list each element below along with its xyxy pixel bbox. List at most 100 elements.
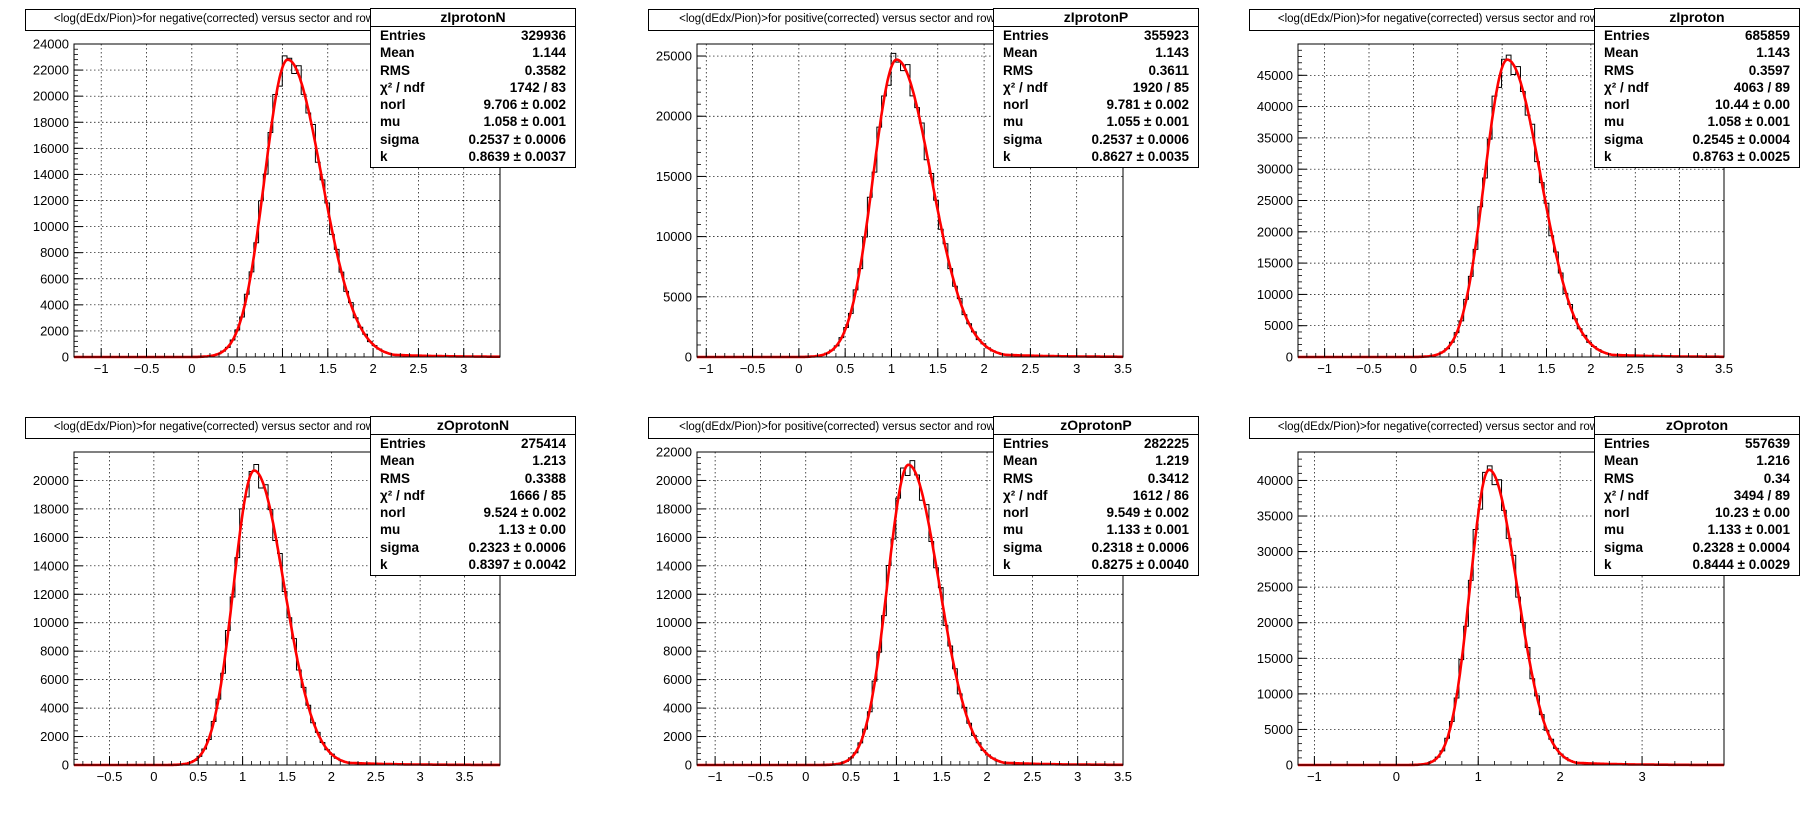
stats-value: 0.2318 ± 0.0006 — [1091, 539, 1190, 555]
stats-value: 1920 / 85 — [1132, 79, 1189, 95]
y-axis: 0 5000 10000 15000 20000 25000 30000 35000 40000… — [1257, 43, 1307, 365]
x-axis: −1 −0.5 0 0.5 1 1.5 2 2.5 3 3.5 — [696, 756, 1132, 784]
stats-value: 0.3388 — [524, 470, 566, 486]
x-tick-label: 3.5 — [1114, 361, 1132, 376]
x-tick-label: 3.5 — [1114, 769, 1132, 784]
x-tick-label: 3 — [1676, 361, 1683, 376]
stats-label: Mean — [1604, 45, 1639, 61]
y-tick-label: 20000 — [33, 473, 69, 488]
stats-row-norl: norl 10.44 ± 0.00 — [1595, 96, 1799, 113]
stats-row-rms: RMS 0.3597 — [1595, 62, 1799, 79]
stats-row-rms: RMS 0.3388 — [371, 470, 575, 487]
stats-row-entries: Entries 557639 — [1595, 435, 1799, 452]
x-axis: −1 −0.5 0 0.5 1 1.5 2 2.5 3 3.5 — [696, 348, 1132, 376]
stats-box: zIproton Entries 685859 Mean 1.143 RMS 0.3597 χ… — [1594, 8, 1800, 168]
x-tick-label: −0.5 — [740, 361, 766, 376]
stats-row-chi2_ndf: χ² / ndf 4063 / 89 — [1595, 79, 1799, 96]
stats-label: χ² / ndf — [1003, 487, 1048, 503]
stats-label: mu — [1003, 114, 1024, 130]
stats-row-k: k 0.8275 ± 0.0040 — [994, 556, 1198, 573]
y-tick-label: 2000 — [663, 729, 692, 744]
chart-zIprotonN: −1 −0.5 0 0.5 1 1.5 2 2.5 3 0 2000 4000 6000 8000 1000… — [8, 6, 576, 381]
x-tick-label: 2 — [1557, 769, 1564, 784]
chart-title: <log(dEdx/Pion)>for negative(corrected) … — [25, 417, 403, 439]
stats-row-entries: Entries 275414 — [371, 435, 575, 452]
stats-label: sigma — [1003, 539, 1043, 555]
histogram-name: zOprotonN — [371, 417, 575, 435]
x-tick-label: 3 — [1073, 361, 1080, 376]
stats-label: mu — [1604, 114, 1625, 130]
stats-value: 1.133 ± 0.001 — [1106, 522, 1189, 538]
x-tick-label: 0.5 — [1449, 361, 1467, 376]
stats-row-k: k 0.8763 ± 0.0025 — [1595, 148, 1799, 165]
stats-value: 9.549 ± 0.002 — [1106, 505, 1189, 521]
stats-row-sigma: sigma 0.2318 ± 0.0006 — [994, 539, 1198, 556]
stats-label: Entries — [380, 28, 426, 43]
y-tick-label: 16000 — [33, 141, 69, 156]
stats-label: RMS — [1604, 62, 1634, 78]
stats-value: 0.8444 ± 0.0029 — [1692, 557, 1791, 573]
y-tick-label: 10000 — [33, 219, 69, 234]
x-tick-label: 1.5 — [929, 361, 947, 376]
stats-row-mean: Mean 1.143 — [1595, 44, 1799, 61]
x-tick-label: 2.5 — [409, 361, 427, 376]
stats-row-mean: Mean 1.144 — [371, 44, 575, 61]
stats-value: 3494 / 89 — [1733, 487, 1790, 503]
stats-value: 0.2545 ± 0.0004 — [1692, 131, 1791, 147]
stats-label: k — [380, 557, 388, 573]
stats-label: Mean — [1604, 453, 1639, 469]
y-axis: 0 2000 4000 6000 8000 10000 12000 14000 16000 180… — [656, 445, 706, 773]
stats-label: mu — [1604, 522, 1625, 538]
y-tick-label: 14000 — [656, 558, 692, 573]
x-tick-label: 0.5 — [189, 769, 207, 784]
stats-box: zIprotonP Entries 355923 Mean 1.143 RMS 0.3611… — [993, 8, 1199, 168]
x-tick-label: 0 — [1410, 361, 1417, 376]
stats-value: 0.8627 ± 0.0035 — [1091, 149, 1190, 165]
y-tick-label: 5000 — [663, 289, 692, 304]
stats-row-norl: norl 9.524 ± 0.002 — [371, 504, 575, 521]
stats-value: 1.219 — [1155, 453, 1189, 469]
y-tick-label: 10000 — [1257, 686, 1293, 701]
stats-box: zOprotonN Entries 275414 Mean 1.213 RMS 0.3388… — [370, 416, 576, 576]
stats-label: norl — [1604, 505, 1630, 521]
x-tick-label: −0.5 — [97, 769, 123, 784]
x-tick-label: 1.5 — [278, 769, 296, 784]
y-tick-label: 4000 — [40, 297, 69, 312]
chart-svg: −0.5 0 0.5 1 1.5 2 2.5 3 3.5 0 2000 4000 6000 8000 100… — [33, 451, 501, 784]
stats-value: 1.143 — [1155, 45, 1189, 61]
stats-label: RMS — [1003, 62, 1033, 78]
x-tick-label: 2 — [983, 769, 990, 784]
stats-value: 275414 — [520, 436, 566, 451]
y-tick-label: 25000 — [1257, 580, 1293, 595]
x-tick-label: 2.5 — [1021, 361, 1039, 376]
chart-title: <log(dEdx/Pion)>for positive(corrected) … — [648, 9, 1026, 31]
y-tick-label: 2000 — [40, 729, 69, 744]
chart-svg: −1 −0.5 0 0.5 1 1.5 2 2.5 3 3.5 0 2000 4000 6000 8000 1… — [656, 445, 1132, 785]
stats-label: χ² / ndf — [1604, 487, 1649, 503]
stats-row-k: k 0.8444 ± 0.0029 — [1595, 556, 1799, 573]
x-tick-label: 0 — [188, 361, 195, 376]
y-tick-label: 14000 — [33, 558, 69, 573]
stats-row-entries: Entries 329936 — [371, 27, 575, 44]
stats-value: 0.3597 — [1748, 62, 1790, 78]
chart-svg: −1 −0.5 0 0.5 1 1.5 2 2.5 3 0 2000 4000 6000 8000 1000… — [33, 37, 501, 376]
x-tick-label: 2 — [1587, 361, 1594, 376]
y-tick-label: 18000 — [656, 501, 692, 516]
x-axis: −1 0 1 2 3 — [1307, 756, 1709, 784]
y-axis: 0 5000 10000 15000 20000 25000 — [656, 43, 706, 365]
stats-row-mu: mu 1.133 ± 0.001 — [1595, 521, 1799, 538]
chart-title: <log(dEdx/Pion)>for negative(corrected) … — [25, 9, 403, 31]
stats-label: k — [1604, 149, 1612, 165]
stats-row-k: k 0.8397 ± 0.0042 — [371, 556, 575, 573]
stats-row-rms: RMS 0.3611 — [994, 62, 1198, 79]
y-tick-label: 6000 — [40, 271, 69, 286]
stats-label: k — [380, 149, 388, 165]
y-tick-label: 15000 — [1257, 256, 1293, 271]
histogram-name: zIprotonP — [994, 9, 1198, 27]
stats-value: 1.213 — [532, 453, 566, 469]
y-axis: 0 2000 4000 6000 8000 10000 12000 14000 16000 180… — [33, 451, 83, 773]
stats-row-mu: mu 1.13 ± 0.00 — [371, 521, 575, 538]
stats-row-sigma: sigma 0.2323 ± 0.0006 — [371, 539, 575, 556]
stats-label: Entries — [1604, 28, 1650, 43]
